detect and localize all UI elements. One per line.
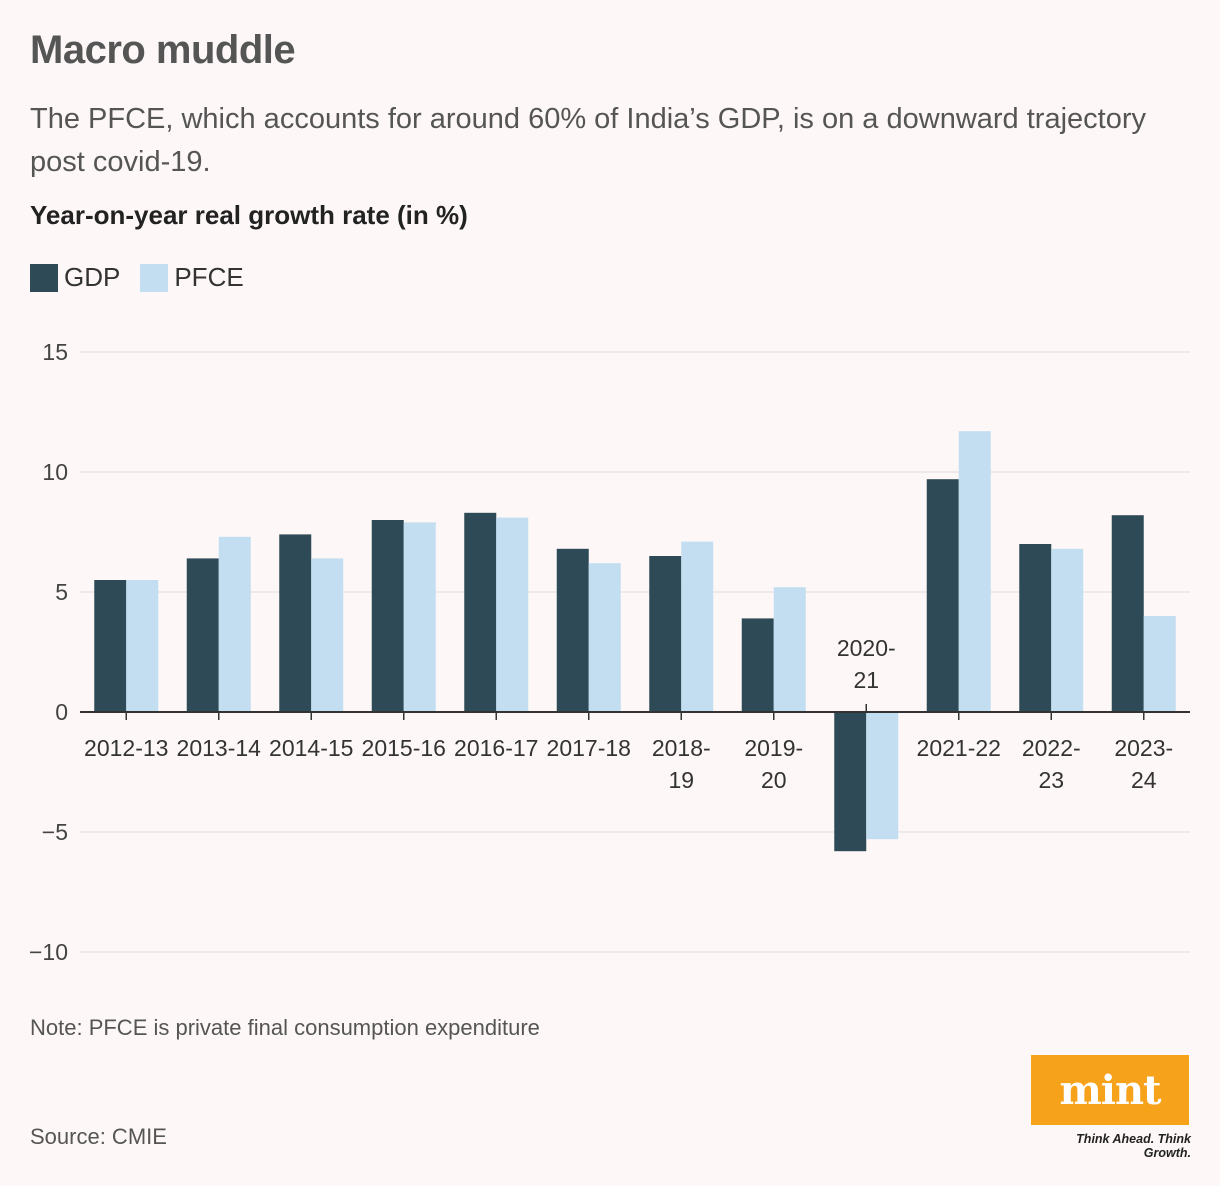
gdp-bar bbox=[741, 618, 774, 712]
x-tick-label: 2018- bbox=[652, 735, 711, 761]
chart-subtitle: The PFCE, which accounts for around 60% … bbox=[30, 103, 1146, 178]
pfce-bar bbox=[1051, 548, 1084, 712]
gdp-bar bbox=[186, 558, 219, 712]
x-tick-label: 21 bbox=[853, 667, 879, 693]
legend-item-gdp: GDP bbox=[30, 262, 120, 293]
gdp-bar bbox=[1111, 515, 1144, 712]
legend-label-pfce: PFCE bbox=[174, 262, 244, 292]
x-tick-label: 23 bbox=[1038, 767, 1064, 793]
y-tick-label: −10 bbox=[29, 939, 68, 965]
y-tick-label: 15 bbox=[42, 339, 68, 365]
y-tick-label: 0 bbox=[55, 699, 68, 725]
pfce-bar bbox=[773, 587, 806, 712]
x-tick-label: 2015-16 bbox=[362, 735, 446, 761]
x-tick-label: 24 bbox=[1131, 767, 1157, 793]
x-tick-label: 2020- bbox=[837, 635, 896, 661]
pfce-bar bbox=[681, 541, 714, 712]
x-tick-label: 2022- bbox=[1022, 735, 1081, 761]
legend-label-gdp: GDP bbox=[64, 262, 121, 292]
x-tick-label: 2023- bbox=[1114, 735, 1173, 761]
x-tick-label: 2016-17 bbox=[454, 735, 538, 761]
gdp-bar bbox=[649, 556, 682, 712]
legend-swatch-pfce bbox=[140, 263, 169, 292]
mint-logo: mint bbox=[1031, 1055, 1189, 1125]
y-tick-label: −5 bbox=[42, 819, 68, 845]
chart-source: Source: CMIE bbox=[30, 1124, 167, 1149]
x-tick-label: 2012-13 bbox=[84, 735, 168, 761]
chart-note: Note: PFCE is private final consumption … bbox=[30, 1015, 540, 1040]
pfce-bar bbox=[218, 536, 251, 712]
pfce-bar bbox=[403, 522, 436, 712]
chart-heading: Year-on-year real growth rate (in %) bbox=[30, 200, 468, 230]
x-tick-label: 2021-22 bbox=[917, 735, 1001, 761]
x-tick-label: 19 bbox=[668, 767, 694, 793]
pfce-bar bbox=[588, 563, 621, 712]
legend: GDP PFCE bbox=[30, 262, 264, 293]
pfce-bar bbox=[496, 517, 529, 712]
logo-tagline: Think Ahead. Think Growth. bbox=[1076, 1132, 1191, 1160]
gdp-bar bbox=[556, 548, 589, 712]
gdp-bar bbox=[834, 712, 867, 852]
legend-item-pfce: PFCE bbox=[140, 262, 244, 293]
logo-text: mint bbox=[1059, 1066, 1161, 1114]
x-tick-label: 2013-14 bbox=[177, 735, 262, 761]
x-tick-label: 2014-15 bbox=[269, 735, 353, 761]
x-tick-label: 20 bbox=[761, 767, 787, 793]
bar-chart: 15 10 5 0 −5 −10 2012-13 2013-14 2014-15 2015-16 2… bbox=[29, 339, 1190, 965]
gdp-bar bbox=[464, 512, 497, 712]
gdp-bar bbox=[1019, 544, 1052, 712]
x-tick-label: 2017-18 bbox=[547, 735, 631, 761]
x-tick-label: 2019- bbox=[744, 735, 803, 761]
chart-title: Macro muddle bbox=[30, 28, 296, 72]
y-tick-label: 10 bbox=[42, 459, 68, 485]
gdp-bar bbox=[279, 534, 312, 712]
gdp-bar bbox=[94, 580, 127, 712]
gdp-bar bbox=[371, 520, 404, 712]
pfce-bar bbox=[311, 558, 344, 712]
y-tick-label: 5 bbox=[55, 579, 68, 605]
pfce-bar bbox=[1143, 616, 1176, 712]
pfce-bar bbox=[866, 712, 899, 840]
gdp-bar bbox=[926, 479, 959, 712]
pfce-bar bbox=[126, 580, 159, 712]
pfce-bar bbox=[958, 431, 991, 712]
legend-swatch-gdp bbox=[30, 263, 58, 292]
